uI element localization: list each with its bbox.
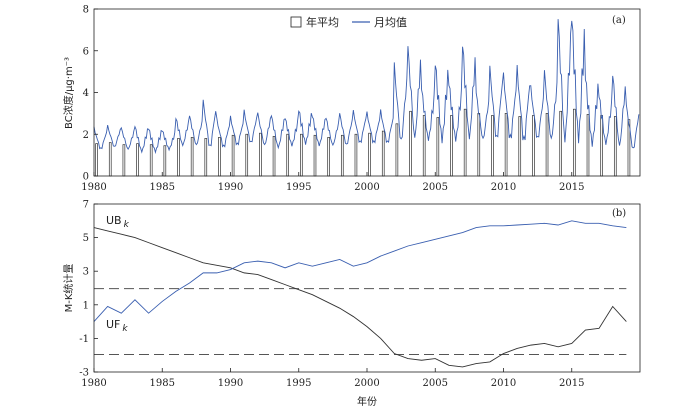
y-tick-label: 7: [83, 200, 89, 211]
annual-mean-bar: [327, 137, 330, 177]
x-tick-label: 1985: [150, 182, 175, 193]
ufk-line: [93, 220, 627, 322]
panel-b-significance-lines: [94, 288, 627, 356]
panel-a-y-axis-label: BC浓度/μg·m⁻³: [62, 57, 75, 129]
panel-a-y-ticks: 0 2 4 6 8: [83, 5, 98, 183]
annual-mean-bar: [300, 133, 303, 177]
annual-mean-bar: [395, 123, 399, 177]
annual-mean-bar: [559, 110, 562, 177]
annual-mean-bar: [600, 115, 603, 177]
panel-b-x-axis-label: 年份: [357, 395, 377, 408]
annual-mean-bar: [545, 113, 549, 177]
annual-mean-bar: [177, 138, 180, 177]
annual-mean-bars: [95, 108, 631, 177]
annual-mean-bar: [422, 115, 426, 177]
annual-mean-bar: [204, 138, 208, 177]
y-tick-label: 1: [83, 300, 89, 311]
annual-mean-bar: [340, 134, 344, 177]
ubk-line: [93, 227, 627, 368]
annual-mean-bar: [136, 143, 139, 177]
annual-mean-bar: [436, 117, 440, 177]
panel-b: -3 -1 1 3 5 7 1980 1985 1990 1995 2000 2005 2010 201…: [62, 200, 641, 408]
annual-mean-bar: [108, 142, 112, 177]
annual-mean-bar: [491, 115, 494, 177]
panel-b-x-ticks: 1980 1985 1990 1995 2000 2005 2010 2015: [81, 368, 584, 389]
panel-b-tag: (b): [612, 208, 626, 219]
y-tick-label: -3: [79, 368, 89, 379]
panel-a-x-ticks: 1980 1985 1990 1995 2000 2005 2010 2015: [81, 172, 584, 193]
annual-mean-bar: [586, 114, 590, 177]
x-tick-label: 2005: [423, 378, 448, 389]
legend-bar-swatch: [290, 16, 302, 28]
panel-a: 0 2 4 6 8 1980 1985 1990 1995 2000 2005 2010 2015 B…: [62, 5, 641, 193]
y-tick-label: 3: [83, 267, 89, 278]
annual-mean-bar: [218, 137, 221, 177]
x-tick-label: 2010: [491, 378, 516, 389]
x-tick-label: 1980: [81, 378, 106, 389]
annual-mean-bar: [477, 113, 481, 177]
annual-mean-bar: [245, 133, 249, 177]
panel-a-tag: (a): [612, 15, 626, 26]
x-tick-label: 2015: [559, 182, 584, 193]
annual-mean-bar: [259, 132, 262, 177]
x-tick-label: 1990: [218, 182, 243, 193]
x-tick-label: 2000: [354, 182, 379, 193]
annual-mean-bar: [190, 137, 194, 177]
annual-mean-bar: [450, 115, 453, 177]
annual-mean-bar: [95, 143, 98, 177]
y-tick-label: 5: [83, 233, 89, 244]
annual-mean-bar: [518, 116, 522, 177]
x-tick-label: 1995: [286, 182, 311, 193]
annual-mean-bar: [149, 144, 153, 177]
annual-mean-bar: [313, 134, 317, 177]
ufk-label: UF k: [106, 318, 128, 334]
annual-mean-bar: [573, 108, 576, 177]
x-tick-label: 1980: [81, 182, 106, 193]
panel-b-y-axis-label: M-K统计量: [62, 264, 75, 313]
x-tick-label: 1985: [150, 378, 175, 389]
x-tick-label: 2000: [354, 378, 379, 389]
x-tick-label: 2010: [491, 182, 516, 193]
panel-b-y-ticks: -3 -1 1 3 5 7: [79, 200, 98, 379]
y-tick-label: -1: [79, 334, 89, 345]
annual-mean-bar: [163, 145, 167, 177]
y-tick-label: 4: [83, 88, 89, 99]
y-tick-label: 8: [83, 5, 89, 16]
legend-line-label: 月均值: [374, 16, 407, 29]
annual-mean-bar: [286, 133, 289, 177]
annual-mean-bar: [613, 116, 617, 177]
legend-bar-label: 年平均: [306, 15, 339, 29]
annual-mean-bar: [354, 133, 358, 177]
y-tick-label: 6: [83, 46, 89, 57]
annual-mean-bar: [368, 132, 371, 177]
x-tick-label: 2005: [423, 182, 448, 193]
annual-mean-bar: [381, 130, 385, 177]
annual-mean-bar: [504, 113, 508, 177]
annual-mean-bar: [532, 115, 535, 177]
monthly-mean-line: [93, 19, 640, 155]
x-tick-label: 1995: [286, 378, 311, 389]
annual-mean-bar: [231, 134, 235, 177]
y-tick-label: 2: [83, 130, 89, 141]
x-tick-label: 1990: [218, 378, 243, 389]
annual-mean-bar: [409, 110, 412, 177]
annual-mean-bar: [122, 144, 126, 177]
annual-mean-bar: [272, 135, 276, 177]
y-tick-label: 0: [83, 172, 89, 183]
ubk-label: UB k: [106, 214, 130, 230]
panel-a-legend: 年平均 月均值: [290, 15, 407, 29]
x-tick-label: 2015: [559, 378, 584, 389]
annual-mean-bar: [463, 108, 467, 177]
